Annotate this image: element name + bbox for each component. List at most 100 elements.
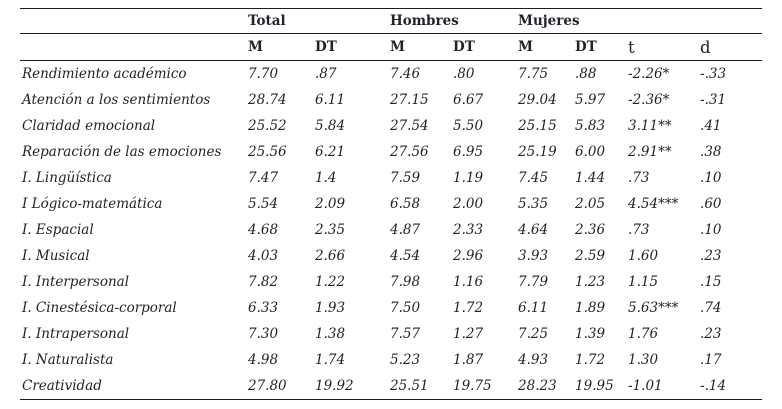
cell-value: 4.93 [518, 352, 549, 368]
cell-value: 2.00 [453, 196, 484, 212]
col-header-dt-mujeres: DT [573, 33, 627, 61]
cell-value: 2.05 [575, 196, 606, 212]
cell-value: 6.21 [315, 144, 346, 160]
table-row: I Lógico-matemática 5.54 2.09 6.58 2.00 … [20, 191, 762, 217]
row-label: Atención a los sentimientos [22, 92, 211, 108]
empty-corner-cell [20, 8, 246, 34]
cell-value: .10 [700, 170, 722, 186]
col-header-m-total: M [246, 33, 313, 61]
cell-value: 5.50 [453, 118, 484, 134]
cell-value: 2.36 [575, 222, 606, 238]
cell-value: 1.27 [453, 326, 484, 342]
table-row: Creatividad 27.80 19.92 25.51 19.75 28.2… [20, 373, 762, 400]
cell-value: 7.50 [390, 300, 421, 316]
cell-value: 29.04 [518, 92, 557, 108]
cell-value: 7.70 [248, 66, 279, 82]
col-header-m-mujeres: M [516, 33, 574, 61]
cell-value: 4.54*** [628, 196, 679, 212]
row-label: I. Cinestésica-corporal [22, 300, 177, 316]
col-header-dt-hombres: DT [451, 33, 517, 61]
cell-value: 1.93 [315, 300, 346, 316]
cell-value: 2.96 [453, 248, 484, 264]
cell-value: .60 [700, 196, 722, 212]
group-header-mujeres: Mujeres [516, 8, 627, 34]
row-label: Creatividad [22, 378, 102, 394]
row-label: I Lógico-matemática [22, 196, 163, 212]
empty-corner-cell [20, 33, 246, 61]
cell-value: 5.23 [390, 352, 421, 368]
cell-value: 1.60 [628, 248, 659, 264]
group-header-total: Total [246, 8, 388, 34]
cell-value: 6.11 [315, 92, 346, 108]
cell-value: 28.23 [518, 378, 557, 394]
cell-value: 19.75 [453, 378, 492, 394]
cell-value: 1.22 [315, 274, 346, 290]
group-header-hombres: Hombres [388, 8, 517, 34]
sub-header-row: M DT M DT M DT t d [20, 33, 763, 61]
cell-value: 6.95 [453, 144, 484, 160]
cell-value: 6.33 [248, 300, 279, 316]
cell-value: .41 [700, 118, 722, 134]
cell-value: 1.74 [315, 352, 346, 368]
cell-value: -2.36* [628, 92, 670, 108]
row-label: I. Musical [22, 248, 90, 264]
cell-value: .80 [453, 66, 475, 82]
table-row: I. Cinestésica-corporal 6.33 1.93 7.50 1… [20, 295, 762, 321]
empty-header-cell [626, 8, 699, 34]
cell-value: 2.09 [315, 196, 346, 212]
cell-value: .23 [700, 248, 722, 264]
descriptives-table: Total Hombres Mujeres M DT M DT M DT t d… [20, 8, 763, 400]
cell-value: 5.63*** [628, 300, 679, 316]
cell-value: .74 [700, 300, 722, 316]
row-label: Reparación de las emociones [22, 144, 222, 160]
cell-value: 6.11 [518, 300, 549, 316]
table-row: I. Musical 4.03 2.66 4.54 2.96 3.93 2.59… [20, 243, 762, 269]
cell-value: 27.54 [390, 118, 429, 134]
col-header-dt-total: DT [313, 33, 388, 61]
cell-value: 2.59 [575, 248, 606, 264]
row-label: I. Naturalista [22, 352, 114, 368]
cell-value: 7.57 [390, 326, 421, 342]
cell-value: 1.23 [575, 274, 606, 290]
row-label: Rendimiento académico [22, 66, 187, 82]
cell-value: 25.52 [248, 118, 287, 134]
cell-value: 1.72 [575, 352, 606, 368]
cell-value: 1.4 [315, 170, 337, 186]
cell-value: 1.44 [575, 170, 606, 186]
cell-value: .73 [628, 222, 650, 238]
cell-value: .17 [700, 352, 722, 368]
cell-value: 5.83 [575, 118, 606, 134]
cell-value: .23 [700, 326, 722, 342]
row-label: Claridad emocional [22, 118, 156, 134]
cell-value: .38 [700, 144, 722, 160]
table-row: I. Lingüística 7.47 1.4 7.59 1.19 7.45 1… [20, 165, 762, 191]
cell-value: 27.80 [248, 378, 287, 394]
cell-value: 7.45 [518, 170, 549, 186]
cell-value: 25.51 [390, 378, 429, 394]
cell-value: 7.30 [248, 326, 279, 342]
cell-value: 1.72 [453, 300, 484, 316]
cell-value: 1.89 [575, 300, 606, 316]
table-row: I. Interpersonal 7.82 1.22 7.98 1.16 7.7… [20, 269, 762, 295]
cell-value: 5.97 [575, 92, 606, 108]
cell-value: 7.59 [390, 170, 421, 186]
cell-value: 28.74 [248, 92, 287, 108]
cell-value: -1.01 [628, 378, 663, 394]
cell-value: -.33 [700, 66, 727, 82]
table-row: Rendimiento académico 7.70 .87 7.46 .80 … [20, 61, 762, 88]
cell-value: 7.47 [248, 170, 279, 186]
cell-value: -.14 [700, 378, 727, 394]
cell-value: 4.03 [248, 248, 279, 264]
row-label: I. Intrapersonal [22, 326, 130, 342]
cell-value: 3.93 [518, 248, 549, 264]
cell-value: -2.26* [628, 66, 670, 82]
cell-value: 4.98 [248, 352, 279, 368]
cell-value: 5.54 [248, 196, 279, 212]
cell-value: .87 [315, 66, 337, 82]
cell-value: -.31 [700, 92, 727, 108]
cell-value: 7.75 [518, 66, 549, 82]
cell-value: 1.38 [315, 326, 346, 342]
cell-value: 25.15 [518, 118, 557, 134]
cell-value: 1.15 [628, 274, 659, 290]
